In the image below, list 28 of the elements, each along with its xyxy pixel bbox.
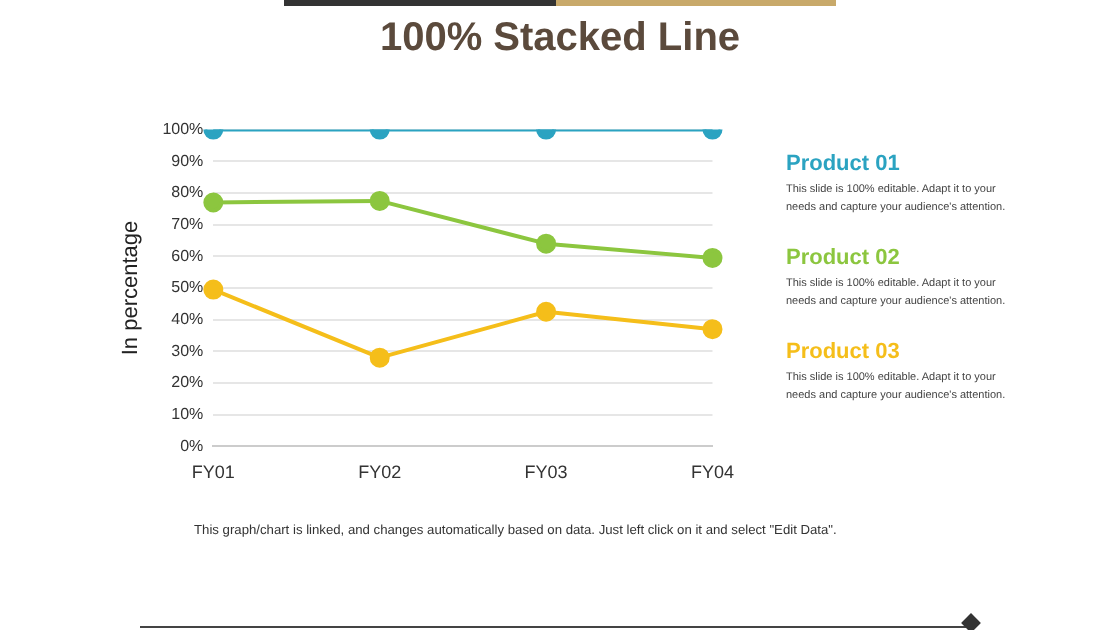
x-tick-label: FY04 xyxy=(690,462,734,483)
point xyxy=(369,347,390,368)
x-tick-label: FY02 xyxy=(358,462,402,483)
y-tick-label: 20% xyxy=(171,373,204,392)
y-tick-label: 10% xyxy=(171,405,204,424)
y-tick-label: 100% xyxy=(162,120,204,139)
point xyxy=(536,301,557,322)
x-tick-label: FY01 xyxy=(191,462,235,483)
point xyxy=(702,247,723,268)
text: Product 02 xyxy=(786,246,902,270)
y-tick-label: 0% xyxy=(180,436,204,455)
point xyxy=(369,190,390,211)
y-tick-label: 30% xyxy=(171,341,204,360)
point xyxy=(536,233,557,254)
point xyxy=(203,192,224,213)
y-tick-label: 80% xyxy=(171,183,204,202)
point xyxy=(203,279,224,300)
y-tick-label: 90% xyxy=(171,151,204,170)
y-axis-title: In percentage xyxy=(119,220,144,356)
y-tick-label: 70% xyxy=(171,215,204,234)
x-tick-label: FY03 xyxy=(524,462,568,483)
chart-title: 100% Stacked Line xyxy=(377,16,743,62)
point xyxy=(702,319,723,340)
y-tick-label: 60% xyxy=(171,246,204,265)
text: Product 03 xyxy=(786,340,902,364)
text: Product 01 xyxy=(786,152,902,176)
y-tick-label: 50% xyxy=(171,278,204,297)
y-tick-label: 40% xyxy=(171,310,204,329)
